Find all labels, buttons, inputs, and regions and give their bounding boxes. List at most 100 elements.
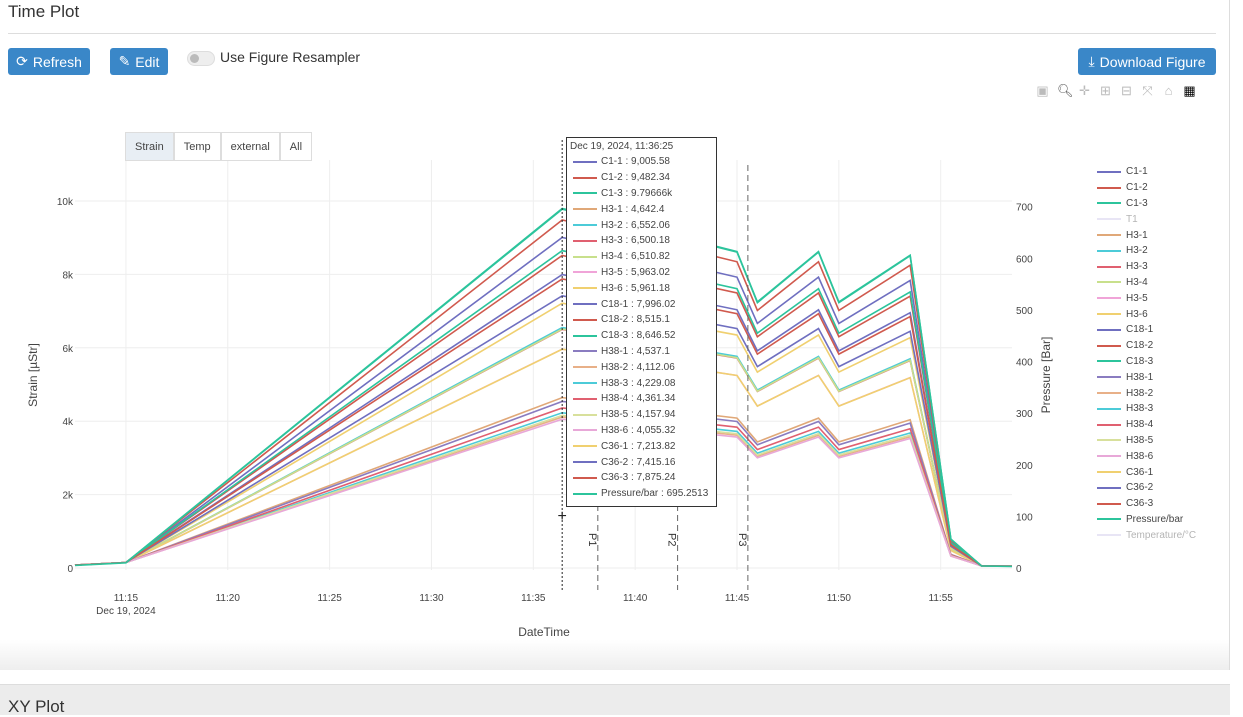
series-swatch — [573, 303, 597, 306]
tooltip-row: H3-5 : 5,963.02 — [567, 265, 716, 281]
tooltip-value: H3-5 : 5,963.02 — [601, 266, 670, 278]
legend-label: H3-1 — [1126, 229, 1148, 241]
tooltip-row: C18-1 : 7,996.02 — [567, 296, 716, 312]
camera-icon[interactable]: ▣ — [1036, 83, 1049, 98]
legend-swatch — [1097, 518, 1121, 521]
tooltip-value: H3-4 : 6,510.82 — [601, 251, 670, 263]
tooltip-value: C36-2 : 7,415.16 — [601, 456, 676, 468]
series-swatch — [573, 224, 597, 227]
legend-item[interactable]: H3-6 — [1097, 306, 1196, 322]
range-button-temp[interactable]: Temp — [173, 132, 221, 161]
y2-tick-label: 0 — [1016, 564, 1022, 575]
tooltip-value: H38-4 : 4,361.34 — [601, 393, 676, 405]
y2-tick-label: 700 — [1016, 203, 1033, 214]
legend-swatch — [1097, 281, 1121, 284]
time-plot-chart[interactable]: 11:15 11:20 11:25 11:30 11:35 11:40 11:45 11:50… — [0, 0, 1243, 660]
zoom-out-icon[interactable]: ⊟ — [1121, 83, 1132, 98]
series-swatch — [573, 255, 597, 258]
series-swatch — [573, 192, 597, 195]
series-swatch — [573, 366, 597, 369]
tooltip-row: H38-4 : 4,361.34 — [567, 391, 716, 407]
x-date-label: Dec 19, 2024 — [96, 606, 156, 617]
plotly-logo-icon[interactable]: ▦ — [1183, 83, 1196, 98]
page-title: Time Plot — [8, 2, 80, 21]
legend-item[interactable]: C36-3 — [1097, 496, 1196, 512]
series-swatch — [573, 445, 597, 448]
legend-item[interactable]: H38-1 — [1097, 369, 1196, 385]
tooltip-row: H38-2 : 4,112.06 — [567, 359, 716, 375]
series-swatch — [573, 413, 597, 416]
scrollbar[interactable] — [1229, 0, 1230, 670]
tooltip-row: C1-3 : 9.79666k — [567, 186, 716, 202]
legend-label: C36-2 — [1126, 482, 1154, 494]
legend-swatch — [1097, 297, 1121, 300]
reset-axes-icon[interactable]: ⌂ — [1164, 83, 1173, 98]
legend-swatch — [1097, 328, 1121, 331]
legend-label: H3-6 — [1126, 308, 1148, 320]
legend-item[interactable]: C18-3 — [1097, 354, 1196, 370]
tooltip-row: H38-6 : 4,055.32 — [567, 423, 716, 439]
resampler-toggle[interactable] — [187, 51, 215, 66]
refresh-icon: ⟳ — [16, 53, 28, 69]
tooltip-value: C18-3 : 8,646.52 — [601, 330, 676, 342]
legend-item[interactable]: C18-2 — [1097, 338, 1196, 354]
legend-item[interactable]: Pressure/bar — [1097, 512, 1196, 528]
tooltip-row: H38-5 : 4,157.94 — [567, 407, 716, 423]
autoscale-icon[interactable]: ⤧ — [1142, 83, 1153, 98]
legend-label: Temperature/°C — [1126, 529, 1197, 541]
legend-item[interactable]: H38-2 — [1097, 385, 1196, 401]
legend-item[interactable]: H3-1 — [1097, 227, 1196, 243]
legend-item[interactable]: C1-1 — [1097, 164, 1196, 180]
series-line-C36-2 — [74, 295, 1013, 567]
legend-item[interactable]: C1-2 — [1097, 180, 1196, 196]
legend-label: H38-3 — [1126, 403, 1154, 415]
legend-item[interactable]: Temperature/°C — [1097, 527, 1196, 543]
legend-item[interactable]: H38-3 — [1097, 401, 1196, 417]
range-button-all[interactable]: All — [279, 132, 313, 161]
xy-plot-panel[interactable]: XY Plot — [0, 684, 1230, 716]
legend-label: Pressure/bar — [1126, 513, 1184, 525]
legend-item[interactable]: C36-1 — [1097, 464, 1196, 480]
legend-item[interactable]: C18-1 — [1097, 322, 1196, 338]
legend-swatch — [1097, 392, 1121, 395]
legend-item[interactable]: H38-6 — [1097, 448, 1196, 464]
download-icon: ⤓ — [1088, 53, 1095, 69]
tooltip-value: H3-3 : 6,500.18 — [601, 235, 670, 247]
legend-item[interactable]: H3-2 — [1097, 243, 1196, 259]
legend-item[interactable]: C1-3 — [1097, 196, 1196, 212]
x-tick-label: 11:15 — [114, 593, 139, 604]
pan-icon[interactable]: ✛ — [1079, 83, 1090, 98]
zoom-icon[interactable]: 🔍︎ — [1057, 83, 1074, 98]
xy-plot-title: XY Plot — [8, 697, 65, 716]
range-button-external[interactable]: external — [220, 132, 280, 161]
y-tick-label: 8k — [62, 270, 74, 281]
legend-item[interactable]: H38-4 — [1097, 417, 1196, 433]
zoom-in-icon[interactable]: ⊞ — [1100, 83, 1111, 98]
edit-button[interactable]: ✎ Edit — [110, 48, 168, 75]
series-swatch — [573, 287, 597, 290]
legend-item[interactable]: H3-4 — [1097, 275, 1196, 291]
divider — [8, 33, 1216, 34]
x-tick-label: 11:30 — [419, 593, 444, 604]
x-tick-label: 11:35 — [521, 593, 546, 604]
range-button-strain[interactable]: Strain — [125, 132, 174, 161]
series-line-H3-6 — [74, 348, 1013, 567]
legend-label: T1 — [1126, 213, 1138, 225]
legend-item[interactable]: T1 — [1097, 211, 1196, 227]
legend-label: C1-3 — [1126, 197, 1148, 209]
download-figure-button[interactable]: ⤓ Download Figure — [1078, 48, 1216, 75]
legend-swatch — [1097, 502, 1121, 505]
legend-label: C36-3 — [1126, 498, 1154, 510]
legend-item[interactable]: H38-5 — [1097, 433, 1196, 449]
legend-item[interactable]: H3-3 — [1097, 259, 1196, 275]
legend-item[interactable]: C36-2 — [1097, 480, 1196, 496]
tooltip-title: Dec 19, 2024, 11:36:25 — [570, 141, 674, 152]
series-swatch — [573, 476, 597, 479]
tooltip-value: H38-3 : 4,229.08 — [601, 377, 676, 389]
resampler-label: Use Figure Resampler — [220, 49, 361, 65]
legend-item[interactable]: H3-5 — [1097, 290, 1196, 306]
refresh-button[interactable]: ⟳ Refresh — [8, 48, 90, 75]
series-swatch — [573, 397, 597, 400]
tooltip-row: C1-2 : 9,482.34 — [567, 170, 716, 186]
series-line-C1-3 — [74, 207, 1013, 567]
